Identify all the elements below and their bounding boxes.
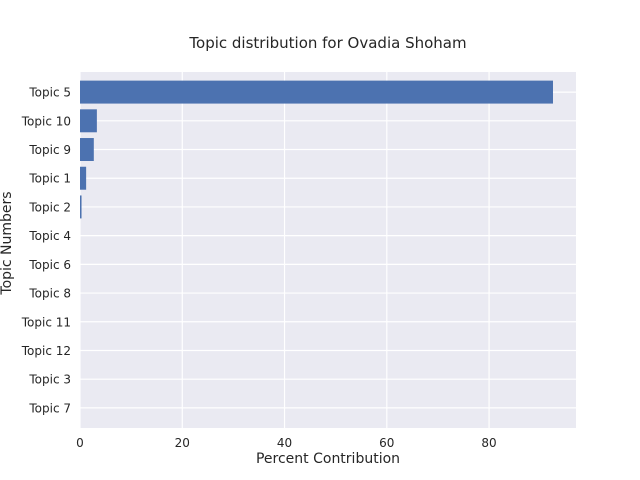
x-tick-labels: 0 20 40 60 80	[76, 436, 497, 450]
y-tick-label: Topic 1	[28, 172, 71, 186]
bar	[80, 166, 87, 190]
bar	[80, 195, 82, 219]
bar	[80, 109, 97, 133]
chart-title: Topic distribution for Ovadia Shoham	[189, 34, 467, 52]
y-tick-label: Topic 8	[28, 287, 71, 301]
y-tick-label: Topic 7	[28, 401, 71, 415]
x-tick-label: 60	[379, 436, 394, 450]
x-tick-label: 80	[481, 436, 496, 450]
y-axis-label: Topic Numbers	[0, 191, 15, 295]
x-tick-label: 0	[76, 436, 84, 450]
y-tick-label: Topic 2	[28, 200, 71, 214]
bar	[80, 138, 94, 161]
plot-background	[80, 72, 576, 428]
y-tick-labels: Topic 5 Topic 10 Topic 9 Topic 1 Topic 2 Topi…	[21, 86, 71, 416]
y-tick-label: Topic 4	[28, 229, 71, 243]
y-tick-label: Topic 9	[28, 143, 71, 157]
bars	[80, 80, 553, 219]
y-tick-label: Topic 5	[28, 86, 71, 100]
y-tick-label: Topic 6	[28, 258, 71, 272]
x-tick-label: 40	[277, 436, 292, 450]
y-tick-label: Topic 3	[28, 373, 71, 387]
x-axis-label: Percent Contribution	[255, 451, 401, 467]
bar	[80, 80, 553, 104]
y-tick-label: Topic 12	[21, 344, 71, 358]
x-tick-label: 20	[175, 436, 190, 450]
y-tick-label: Topic 11	[21, 315, 71, 329]
y-tick-label: Topic 10	[21, 114, 71, 128]
